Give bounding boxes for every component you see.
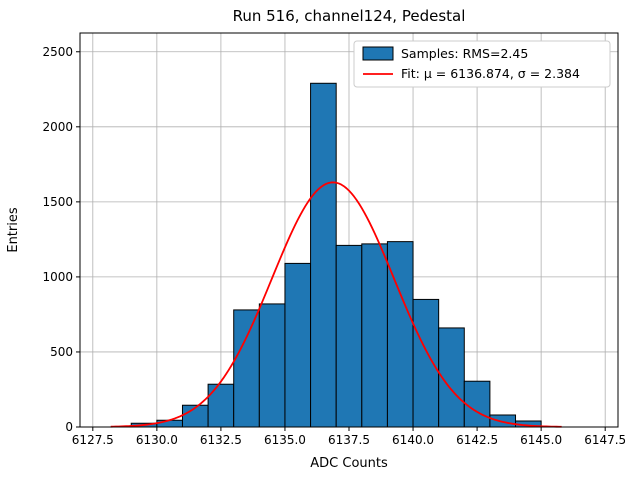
x-tick-label: 6130.0 — [136, 433, 178, 447]
y-tick-label: 500 — [50, 345, 73, 359]
histogram-bar — [233, 309, 260, 428]
y-tick-label: 2500 — [42, 45, 73, 59]
fit-curve — [110, 181, 562, 428]
histogram-bar — [207, 383, 235, 428]
x-tick-label: 6132.5 — [200, 433, 242, 447]
legend-box — [353, 40, 611, 88]
x-tick-label: 6147.5 — [584, 433, 626, 447]
histogram-bar — [361, 243, 388, 428]
histogram-bars — [130, 82, 542, 428]
legend-samples-label: Samples: RMS=2.45 — [401, 46, 528, 61]
histogram-bar — [386, 241, 414, 428]
histogram-bar — [463, 380, 491, 428]
y-tick-label: 2000 — [42, 120, 73, 134]
x-tick-label: 6142.5 — [456, 433, 498, 447]
axis-ticks: 6127.5 6130.0 6132.5 6135.0 6137.5 6140.0 6142… — [42, 45, 626, 447]
histogram-bar — [335, 244, 363, 428]
y-tick-label: 1000 — [42, 270, 73, 284]
x-tick-label: 6137.5 — [328, 433, 370, 447]
histogram-bar — [156, 419, 183, 428]
y-tick-label: 0 — [65, 420, 73, 434]
histogram-bar — [258, 303, 286, 428]
chart-title: Run 516, channel124, Pedestal — [233, 7, 466, 25]
legend-fit-label: Fit: μ = 6136.874, σ = 2.384 — [401, 66, 580, 81]
x-tick-label: 6140.0 — [392, 433, 434, 447]
legend-samples-swatch — [362, 46, 394, 61]
legend: Samples: RMS=2.45 Fit: μ = 6136.874, σ = … — [353, 40, 611, 88]
histogram-bar — [284, 262, 312, 428]
histogram-bar — [310, 82, 337, 428]
x-tick-label: 6127.5 — [72, 433, 114, 447]
x-tick-label: 6145.0 — [520, 433, 562, 447]
y-axis-label: Entries — [6, 207, 21, 253]
y-tick-label: 1500 — [42, 195, 73, 209]
histogram-bar — [412, 298, 440, 428]
x-tick-label: 6135.0 — [264, 433, 306, 447]
x-axis-label: ADC Counts — [310, 456, 388, 471]
